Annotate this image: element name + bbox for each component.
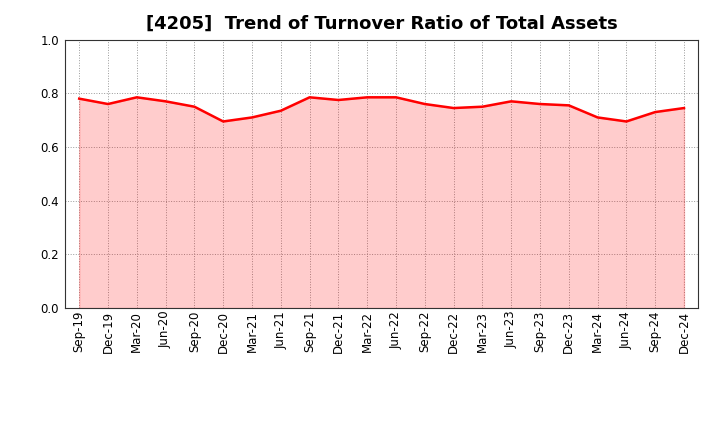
Title: [4205]  Trend of Turnover Ratio of Total Assets: [4205] Trend of Turnover Ratio of Total … bbox=[145, 15, 618, 33]
